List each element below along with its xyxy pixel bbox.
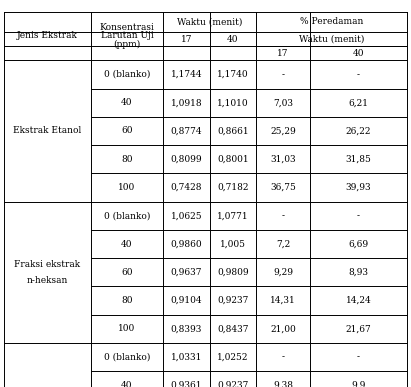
Text: -: - [357,353,360,361]
Text: 9,38: 9,38 [273,381,293,387]
Text: % Peredaman: % Peredaman [300,17,363,26]
Text: 1,005: 1,005 [220,240,246,248]
Text: 60: 60 [121,127,133,135]
Text: 0,8001: 0,8001 [217,155,249,164]
Text: 9,9: 9,9 [351,381,366,387]
Text: 60: 60 [121,268,133,277]
Text: 0,8099: 0,8099 [171,155,202,164]
Text: 0 (blanko): 0 (blanko) [104,70,150,79]
Text: 39,93: 39,93 [346,183,372,192]
Text: 100: 100 [118,183,136,192]
Text: Waktu (menit): Waktu (menit) [177,17,242,26]
Text: 7,03: 7,03 [273,98,293,107]
Text: -: - [282,70,284,79]
Text: 1,1740: 1,1740 [217,70,249,79]
Text: 0,8661: 0,8661 [217,127,249,135]
Text: -: - [357,211,360,220]
Text: 0,8437: 0,8437 [217,324,248,333]
Text: 26,22: 26,22 [346,127,371,135]
Text: 31,03: 31,03 [270,155,296,164]
Text: 6,21: 6,21 [349,98,369,107]
Text: Fraksi ekstrak: Fraksi ekstrak [14,260,81,269]
Text: (ppm): (ppm) [113,40,141,49]
Text: 14,31: 14,31 [270,296,296,305]
Text: 0 (blanko): 0 (blanko) [104,211,150,220]
Text: 80: 80 [121,155,133,164]
Text: 7,2: 7,2 [276,240,290,248]
Text: Jenis Ekstrak: Jenis Ekstrak [17,31,78,41]
Text: 17: 17 [180,34,192,44]
Text: 0,7182: 0,7182 [217,183,248,192]
Text: 40: 40 [353,49,364,58]
Text: 21,67: 21,67 [346,324,372,333]
Text: 0 (blanko): 0 (blanko) [104,353,150,361]
Text: 0,9637: 0,9637 [171,268,202,277]
Text: Konsentrasi: Konsentrasi [99,23,155,32]
Text: Larutan Uji: Larutan Uji [101,31,153,41]
Text: 0,9809: 0,9809 [217,268,249,277]
Text: 31,85: 31,85 [346,155,372,164]
Text: 1,0918: 1,0918 [171,98,202,107]
Text: 1,0252: 1,0252 [217,353,248,361]
Text: -: - [282,211,284,220]
Text: 8,93: 8,93 [349,268,369,277]
Text: 0,8393: 0,8393 [171,324,202,333]
Text: 17: 17 [277,49,289,58]
Text: 14,24: 14,24 [346,296,372,305]
Text: 0,9361: 0,9361 [171,381,202,387]
Text: 1,1010: 1,1010 [217,98,249,107]
Text: -: - [357,70,360,79]
Text: 0,9860: 0,9860 [171,240,202,248]
Text: 0,8774: 0,8774 [171,127,202,135]
Text: 25,29: 25,29 [270,127,296,135]
Text: 9,29: 9,29 [273,268,293,277]
Text: 0,9104: 0,9104 [171,296,202,305]
Text: 1,1744: 1,1744 [171,70,202,79]
Text: n-heksan: n-heksan [27,276,68,284]
Text: 0,7428: 0,7428 [171,183,202,192]
Text: 6,69: 6,69 [349,240,369,248]
Text: 0,9237: 0,9237 [217,381,248,387]
Text: 40: 40 [121,240,133,248]
Text: 40: 40 [227,34,238,44]
Text: 1,0331: 1,0331 [171,353,202,361]
Text: Ekstrak Etanol: Ekstrak Etanol [13,127,81,135]
Text: 21,00: 21,00 [270,324,296,333]
Text: 80: 80 [121,296,133,305]
Text: 40: 40 [121,381,133,387]
Text: -: - [282,353,284,361]
Text: 0,9237: 0,9237 [217,296,248,305]
Text: 36,75: 36,75 [270,183,296,192]
Text: 100: 100 [118,324,136,333]
Text: 1,0625: 1,0625 [171,211,202,220]
Text: Waktu (menit): Waktu (menit) [299,34,364,44]
Text: 1,0771: 1,0771 [217,211,249,220]
Text: 40: 40 [121,98,133,107]
